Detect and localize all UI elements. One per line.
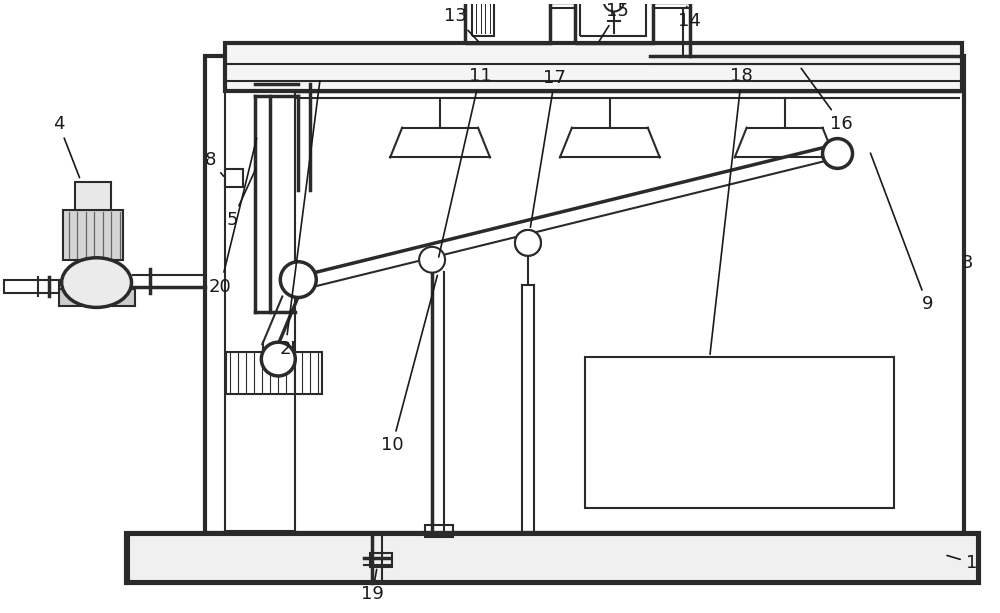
Bar (225, 169, 243, 187)
Bar (63, 210, 123, 260)
Text: 3: 3 (962, 254, 973, 272)
Text: 17: 17 (530, 69, 566, 227)
Circle shape (515, 230, 541, 256)
Text: 14: 14 (678, 7, 701, 31)
Bar (75, 182, 111, 210)
Circle shape (515, 230, 541, 256)
Bar (465, 0, 550, 44)
Text: 9: 9 (870, 153, 933, 313)
Circle shape (604, 0, 624, 12)
Text: 19: 19 (361, 569, 384, 603)
Text: 11: 11 (439, 67, 491, 257)
Bar (126, 533, 979, 582)
Circle shape (823, 139, 853, 169)
Text: 1: 1 (947, 554, 977, 572)
Text: 12: 12 (0, 612, 1, 613)
Bar (425, 525, 453, 537)
Circle shape (280, 262, 316, 297)
Text: 16: 16 (801, 68, 853, 132)
Bar (580, 0, 646, 36)
Bar (575, 0, 653, 44)
Circle shape (261, 342, 295, 376)
Bar (59, 289, 135, 306)
Text: 10: 10 (381, 275, 437, 454)
Text: 8: 8 (205, 151, 224, 176)
Bar (472, 0, 494, 36)
Bar (226, 352, 322, 394)
Text: 20: 20 (209, 139, 257, 295)
Bar (370, 553, 392, 566)
Text: 5: 5 (227, 168, 256, 229)
Bar (205, 56, 964, 533)
Bar (225, 58, 295, 531)
Text: 13: 13 (444, 7, 478, 41)
Text: 2: 2 (280, 81, 320, 358)
Circle shape (419, 247, 445, 273)
Text: 15: 15 (599, 2, 629, 41)
Bar (129, 535, 977, 581)
Text: 18: 18 (710, 67, 753, 354)
Bar (585, 357, 894, 508)
Bar (225, 44, 962, 91)
Text: 4: 4 (53, 115, 80, 178)
Ellipse shape (62, 258, 132, 308)
Bar (4, 280, 59, 292)
